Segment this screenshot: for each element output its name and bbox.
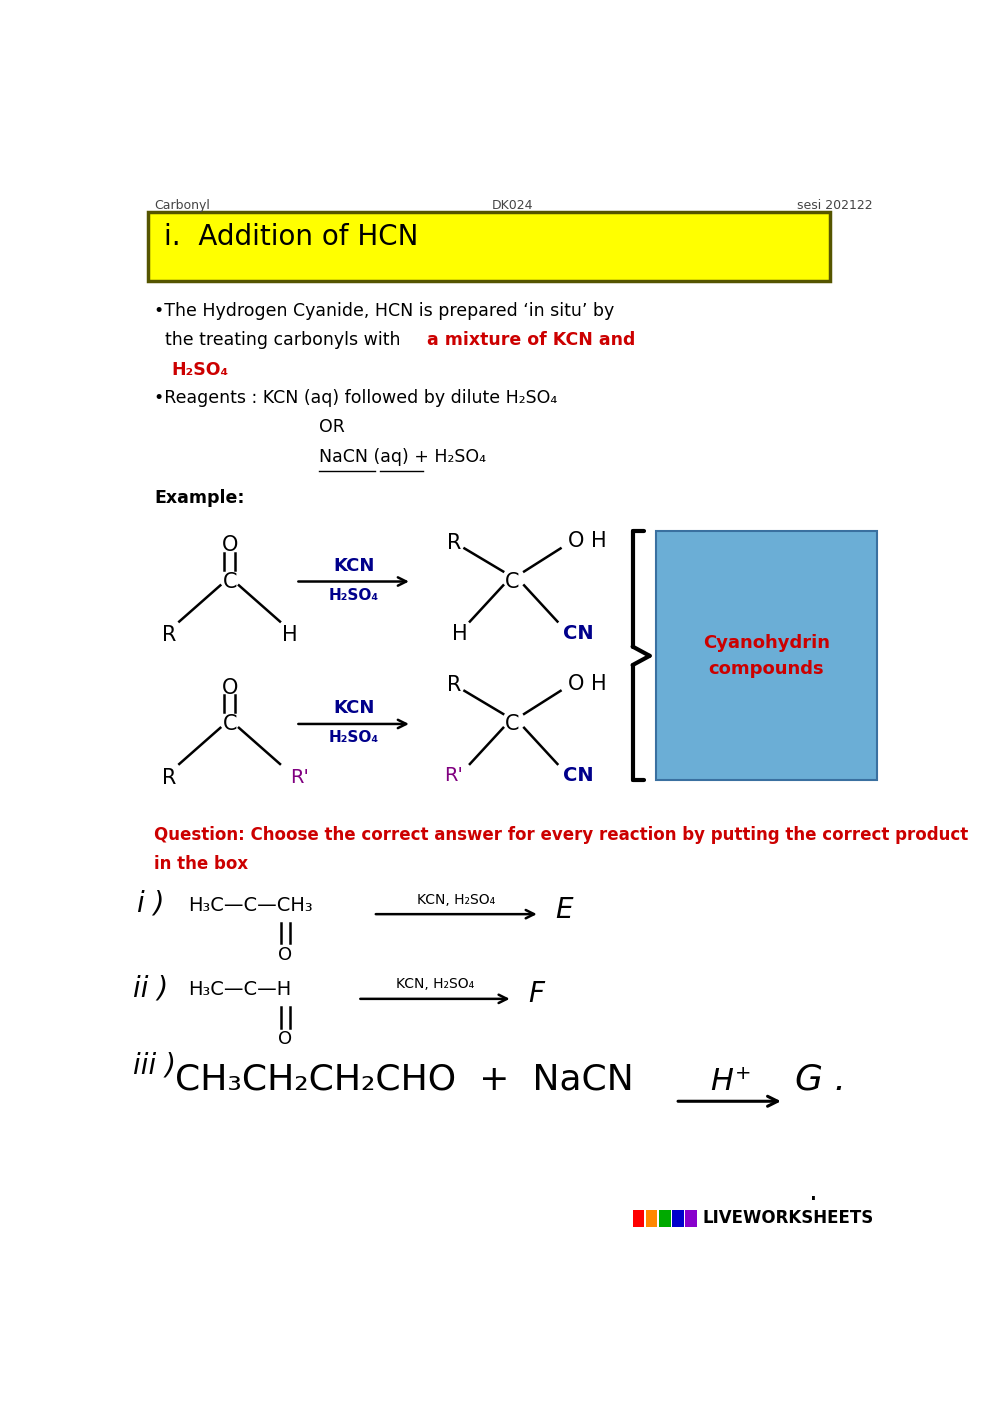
- Text: R': R': [290, 767, 309, 787]
- Text: Question: Choose the correct answer for every reaction by putting the correct pr: Question: Choose the correct answer for …: [154, 825, 969, 844]
- Bar: [659, 1210, 671, 1226]
- Text: O: O: [278, 945, 292, 964]
- Text: iii ): iii ): [133, 1051, 176, 1080]
- Text: Cyanohydrin
compounds: Cyanohydrin compounds: [703, 633, 830, 678]
- Text: C: C: [505, 714, 520, 733]
- Text: CN: CN: [563, 625, 594, 643]
- Text: OR: OR: [319, 418, 345, 437]
- Text: H₃C—C—H: H₃C—C—H: [189, 981, 292, 999]
- Text: H: H: [282, 626, 298, 646]
- Text: R: R: [447, 675, 462, 695]
- Text: i ): i ): [137, 890, 164, 917]
- Text: H: H: [710, 1067, 733, 1095]
- Text: in the box: in the box: [154, 855, 249, 873]
- Text: LIVEWORKSHEETS: LIVEWORKSHEETS: [702, 1210, 874, 1228]
- Text: NaCN (aq) + H₂SO₄: NaCN (aq) + H₂SO₄: [319, 448, 486, 465]
- Text: O H: O H: [568, 674, 607, 694]
- Text: •The Hydrogen Cyanide, HCN is prepared ‘in situ’ by: •The Hydrogen Cyanide, HCN is prepared ‘…: [154, 302, 615, 319]
- Text: C: C: [505, 571, 520, 592]
- Bar: [656, 531, 877, 780]
- Text: E: E: [555, 896, 573, 924]
- Text: KCN, H₂SO₄: KCN, H₂SO₄: [396, 978, 474, 992]
- Text: F: F: [528, 981, 544, 1009]
- Text: C: C: [222, 571, 237, 592]
- Text: Example:: Example:: [154, 489, 245, 507]
- Text: R: R: [447, 533, 462, 552]
- Text: G .: G .: [795, 1063, 846, 1096]
- Text: i.  Addition of HCN: i. Addition of HCN: [164, 223, 418, 252]
- Text: O H: O H: [568, 531, 607, 551]
- Text: sesi 202122: sesi 202122: [797, 199, 873, 212]
- Bar: [148, 212, 830, 281]
- Text: ii ): ii ): [133, 974, 168, 1002]
- Bar: [646, 1210, 657, 1226]
- Text: H₂SO₄: H₂SO₄: [329, 731, 379, 745]
- Text: .: .: [809, 1178, 817, 1207]
- Text: a mixture of KCN and: a mixture of KCN and: [427, 331, 636, 349]
- Text: C: C: [222, 714, 237, 733]
- Text: O: O: [221, 678, 238, 698]
- Text: R: R: [162, 626, 176, 646]
- Text: R': R': [444, 766, 463, 786]
- Text: O: O: [278, 1030, 292, 1048]
- Bar: [672, 1210, 684, 1226]
- Bar: [685, 1210, 697, 1226]
- Text: Carbonyl: Carbonyl: [154, 199, 210, 212]
- Text: +: +: [735, 1064, 752, 1084]
- Text: KCN, H₂SO₄: KCN, H₂SO₄: [417, 893, 495, 907]
- Text: •Reagents : KCN (aq) followed by dilute H₂SO₄: •Reagents : KCN (aq) followed by dilute …: [154, 389, 558, 407]
- Text: CN: CN: [563, 766, 594, 786]
- Text: O: O: [221, 536, 238, 555]
- Text: H₂SO₄: H₂SO₄: [172, 360, 229, 379]
- Text: DK024: DK024: [492, 199, 533, 212]
- Text: KCN: KCN: [333, 699, 374, 718]
- Bar: [633, 1210, 644, 1226]
- Text: H: H: [452, 625, 468, 644]
- Text: KCN: KCN: [333, 557, 374, 575]
- Text: H₂SO₄: H₂SO₄: [329, 588, 379, 603]
- Text: R: R: [162, 767, 176, 788]
- Text: H₃C—C—CH₃: H₃C—C—CH₃: [189, 896, 313, 914]
- Text: CH₃CH₂CH₂CHO  +  NaCN: CH₃CH₂CH₂CHO + NaCN: [175, 1063, 634, 1096]
- Text: the treating carbonyls with: the treating carbonyls with: [154, 331, 406, 349]
